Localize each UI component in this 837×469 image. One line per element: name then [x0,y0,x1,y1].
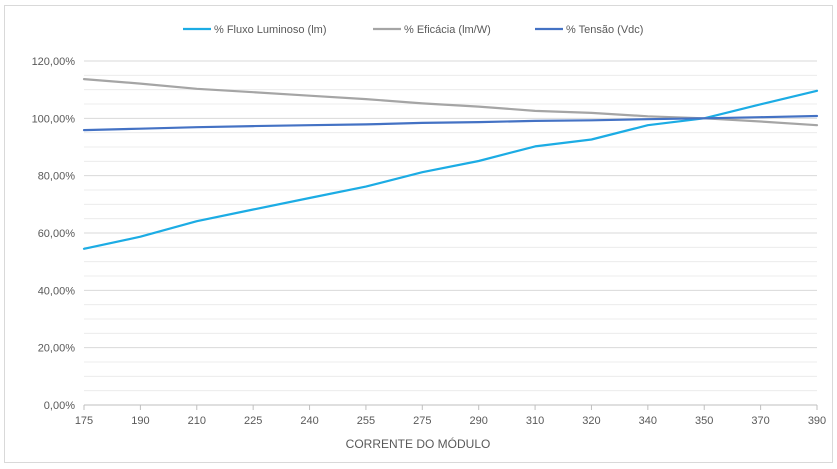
y-tick-label: 40,00% [38,285,76,297]
x-tick-label: 310 [526,415,544,427]
y-tick-label: 100,00% [32,113,76,125]
y-tick-label: 0,00% [44,400,75,412]
legend-label: % Fluxo Luminoso (lm) [214,24,326,36]
x-tick-label: 340 [639,415,657,427]
x-axis-title: CORRENTE DO MÓDULO [346,436,491,451]
series-lines [82,77,819,250]
x-tick-label: 190 [131,415,149,427]
series-line-tens-o-vdc [82,114,819,132]
series-line-fluxo-luminoso-lm [82,89,819,250]
x-tick-label: 275 [413,415,431,427]
y-tick-label: 80,00% [38,171,76,183]
chart-area: 0,00% 20,00% 40,00% 60,00% 80,00% 100,00% 120,… [4,5,833,463]
x-tick-label: 370 [751,415,769,427]
x-tick-label: 225 [244,415,262,427]
line-chart: 0,00% 20,00% 40,00% 60,00% 80,00% 100,00% 120,… [32,24,827,451]
gridlines [84,60,817,392]
x-tick-label: 210 [188,415,206,427]
legend-label: % Eficácia (lm/W) [404,24,491,36]
legend: % Fluxo Luminoso (lm) % Eficácia (lm/W) % … [183,24,643,36]
x-tick-label: 175 [75,415,93,427]
y-tick-label: 60,00% [38,228,76,240]
x-tick-label: 390 [808,415,826,427]
y-axis-ticks: 0,00% 20,00% 40,00% 60,00% 80,00% 100,00% 120,… [32,56,76,412]
legend-label: % Tensão (Vdc) [566,24,643,36]
x-tick-label: 290 [470,415,488,427]
x-tick-label: 255 [357,415,375,427]
x-tick-label: 350 [695,415,713,427]
x-tick-label: 320 [582,415,600,427]
y-tick-label: 20,00% [38,343,76,355]
y-tick-label: 120,00% [32,56,76,68]
x-axis-ticks: 175 190 210 225 240 255 275 290 310 320 340 350 370 3… [75,405,826,427]
x-tick-label: 240 [300,415,318,427]
